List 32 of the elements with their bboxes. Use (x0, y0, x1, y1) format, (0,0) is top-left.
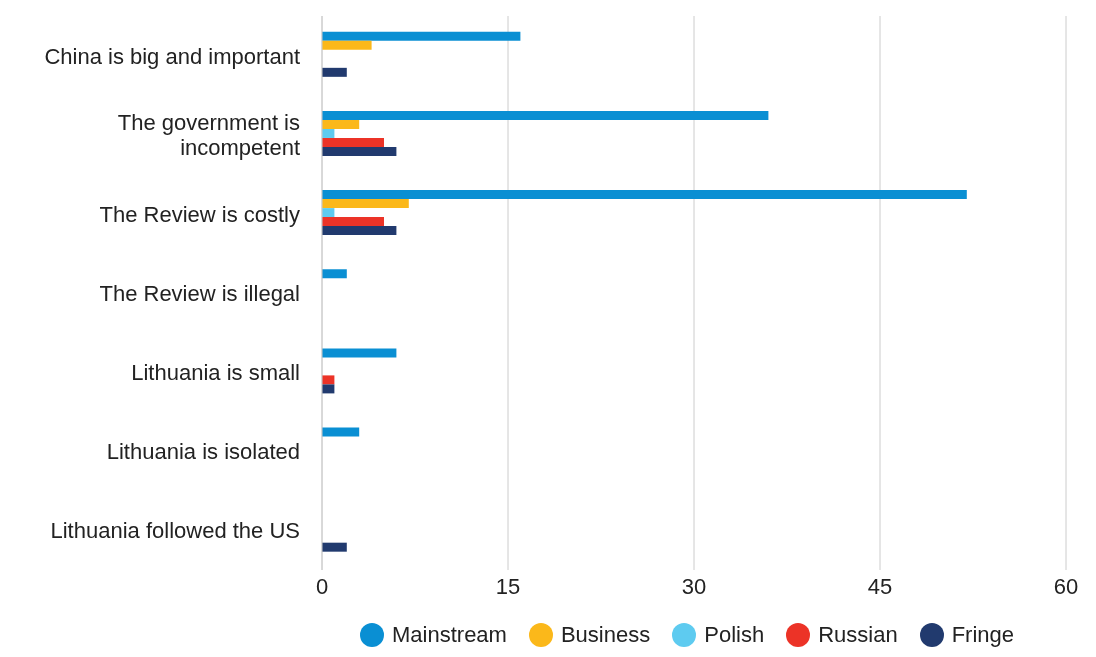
y-tick-label: Lithuania is isolated (106, 438, 300, 464)
bar (322, 427, 360, 437)
bar (322, 119, 360, 129)
legend-label: Russian (818, 622, 898, 648)
x-tick-label: 15 (495, 573, 521, 599)
bar (322, 542, 347, 552)
legend-label: Polish (704, 622, 765, 648)
bar (322, 269, 347, 279)
bar (322, 40, 372, 50)
y-tick-label: China is big and important (44, 43, 300, 69)
y-tick-label: Lithuania followed the US (50, 517, 300, 543)
y-tick-label: The Review is costly (99, 201, 300, 227)
x-tick-label: 45 (867, 573, 893, 599)
x-tick-label: 60 (1053, 573, 1079, 599)
x-tick-label: 0 (315, 573, 329, 599)
legend-label: Fringe (951, 622, 1014, 648)
bar (322, 199, 409, 209)
y-tick-label: The government is incompetent (117, 109, 300, 160)
legend-label: Business (560, 622, 651, 648)
bar (322, 67, 347, 77)
bar (322, 146, 397, 156)
bar (322, 137, 384, 147)
y-tick-label: The Review is illegal (99, 280, 300, 306)
bar (322, 217, 384, 227)
bar (322, 226, 397, 236)
x-tick-label: 30 (681, 573, 707, 599)
bar (322, 348, 397, 358)
bar (322, 190, 967, 200)
bar (322, 31, 521, 41)
legend-label: Mainstream (392, 622, 507, 648)
y-tick-label: Lithuania is small (131, 359, 300, 385)
bar (322, 110, 769, 120)
